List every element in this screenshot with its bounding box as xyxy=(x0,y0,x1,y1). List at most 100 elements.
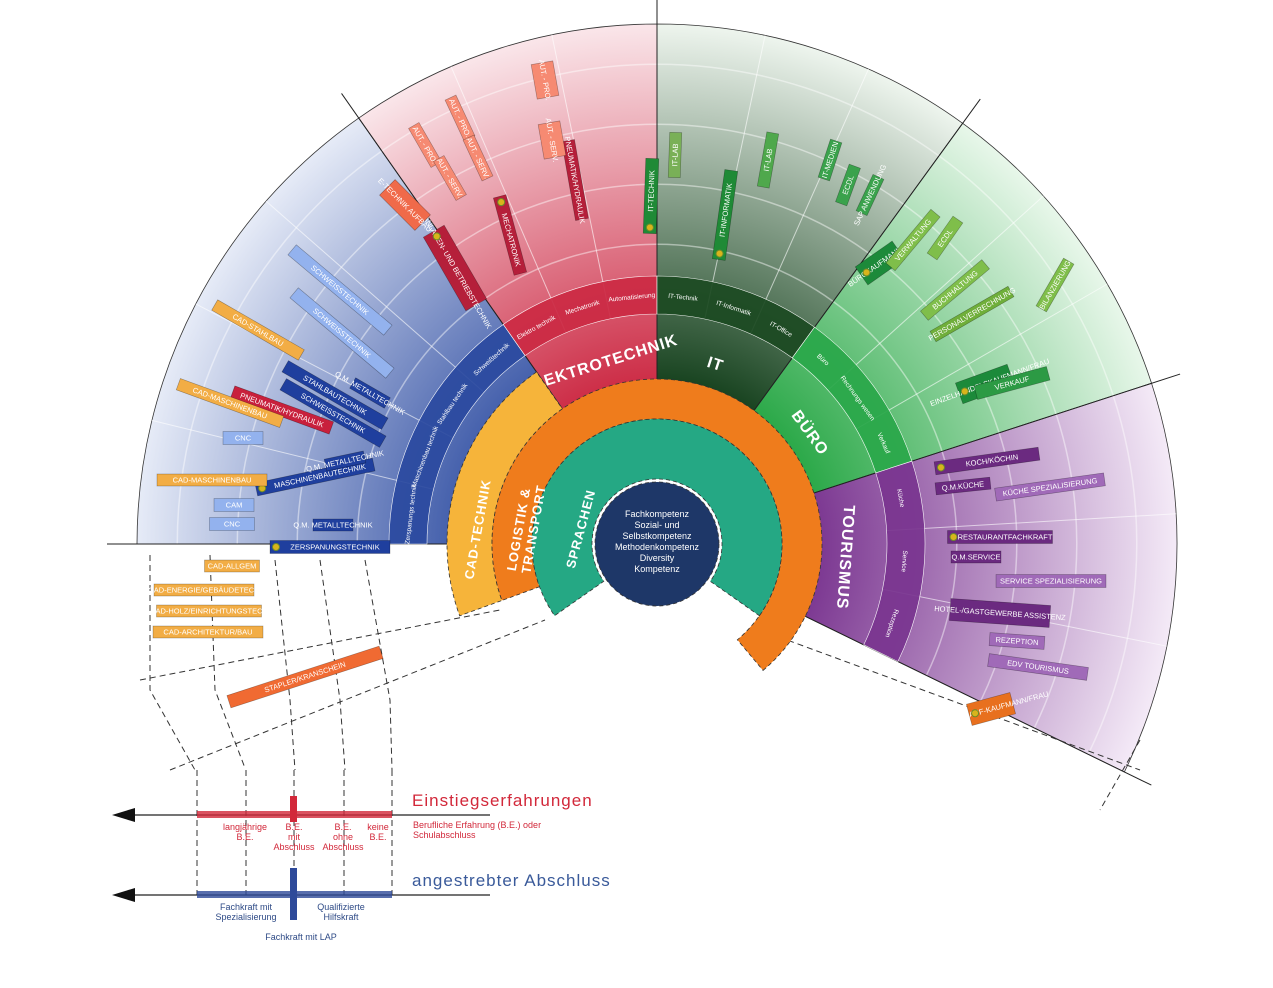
tourismus-course-7: REZEPTION xyxy=(988,632,1046,650)
medal-icon xyxy=(949,533,958,541)
metall-course-8-box xyxy=(287,244,393,336)
it-course-4-box xyxy=(817,138,843,182)
metall-course-13: CAD-MASCHINENBAU xyxy=(156,473,268,487)
metall-course-10-box xyxy=(222,431,264,445)
elektro-course-3-box xyxy=(379,179,431,231)
medal-icon xyxy=(272,543,280,551)
metall-course-11-box xyxy=(213,498,255,512)
guide-line xyxy=(759,629,1141,771)
metall-course-6-box xyxy=(279,378,387,448)
tourismus-course-7-box xyxy=(988,632,1046,650)
tourismus-course-4: Q.M.SERVICE xyxy=(950,550,1002,564)
sub-divider xyxy=(265,200,485,393)
sector-boundary xyxy=(773,600,1152,786)
metall-course-10: CNC xyxy=(222,431,264,445)
subring-tourismus xyxy=(863,460,926,662)
tourismus-course-0: KOCH/KÖCHIN xyxy=(933,446,1041,476)
elektro-course-7-box xyxy=(462,134,494,182)
buero-course-4-box xyxy=(929,285,1015,343)
entry-tick: B.E. xyxy=(285,822,302,832)
core-text: Kompetenz xyxy=(634,564,680,574)
stapler-course: STAPLER/KRANSCHEIN xyxy=(226,645,384,709)
metall-course-2-box xyxy=(254,457,376,497)
tourismus-course-7-text: REZEPTION xyxy=(995,635,1038,647)
it-course-0-box xyxy=(642,157,660,235)
subsector-label: Küche xyxy=(895,488,905,508)
elektro-course-8: AUT. - PRO. xyxy=(530,59,560,101)
it-course-1-box xyxy=(667,131,683,179)
it-course-3-box xyxy=(756,131,780,189)
guide-line xyxy=(169,619,546,771)
elektro-course-9: AUT. - SERV. xyxy=(537,117,567,163)
entry-title: Einstiegserfahrungen xyxy=(412,791,593,810)
sub-divider xyxy=(827,195,1044,391)
sector-boundary xyxy=(780,373,1181,505)
metall-course-15-box xyxy=(211,299,305,361)
tourismus-course-6-box xyxy=(949,598,1051,628)
cad-course-2-box xyxy=(156,604,262,618)
subsector-label: Service xyxy=(900,550,909,572)
guide-line xyxy=(364,559,393,771)
tourismus-course-1-text: Q.M.KÜCHE xyxy=(941,479,984,492)
cad-course-3: CAD-ARCHITEKTUR/BAU xyxy=(152,625,264,639)
entry-tick: keine xyxy=(367,822,389,832)
elektro-course-0-box xyxy=(422,224,488,312)
it-course-5: ECDL xyxy=(835,163,861,207)
tourismus-course-5: SERVICE SPEZIALISIERUNG xyxy=(995,574,1107,588)
entry-desc: Berufliche Erfahrung (B.E.) oder xyxy=(413,820,541,830)
goal-tick: Qualifizierte xyxy=(317,902,365,912)
goal-tick: Hilfskraft xyxy=(323,912,359,922)
ring-sprachen xyxy=(531,418,783,617)
it-course-1: IT-LAB xyxy=(667,131,683,179)
core-text: Diversity xyxy=(640,553,675,563)
elektro-course-9-box xyxy=(537,120,567,160)
buero-orange-course-box xyxy=(966,692,1016,726)
metall-course-14-box xyxy=(175,378,285,428)
cad-course-0-text: CAD-ALLGEM xyxy=(208,562,257,571)
goal-arrow-icon xyxy=(112,888,135,902)
core-text: Sozial- und xyxy=(634,520,679,530)
goal-tick: Fachkraft mit xyxy=(220,902,273,912)
cad-course-0: CAD-ALLGEM xyxy=(204,559,260,573)
entry-desc: Schulabschluss xyxy=(413,830,476,840)
buero-course-5-box xyxy=(1035,257,1075,313)
cad-course-1-text: CAD-ENERGIE/GEBÄUDETECH xyxy=(148,586,259,595)
entry-tick: B.E. xyxy=(334,822,351,832)
core-circle xyxy=(594,481,720,607)
medal-icon xyxy=(960,387,969,396)
it-course-3-text: IT-LAB xyxy=(762,148,775,172)
it-course-2: IT-INFORMATIK xyxy=(711,169,739,261)
cad-course-3-text: CAD-ARCHITEKTUR/BAU xyxy=(163,628,252,637)
guide-line xyxy=(139,609,501,681)
tourismus-course-6: HOTEL-/GASTGEWERBE ASSISTENZ xyxy=(934,598,1066,628)
metall-course-11: CAM xyxy=(213,498,255,512)
metall-course-12-box xyxy=(209,517,255,531)
entry-tick: mit xyxy=(288,832,300,842)
metall-course-4-box xyxy=(281,360,389,430)
medal-icon xyxy=(862,268,871,277)
medal-icon xyxy=(497,198,506,207)
buero-course-2-box xyxy=(926,215,964,261)
tourismus-course-1-box xyxy=(934,476,992,496)
sub-divider xyxy=(855,283,1108,430)
core-text: Fachkompetenz xyxy=(625,509,690,519)
it-course-6-box xyxy=(855,173,885,217)
medal-icon xyxy=(432,232,441,241)
subring-buero xyxy=(791,326,913,474)
metall-course-7-box xyxy=(289,287,395,379)
tourismus-course-5-text: SERVICE SPEZIALISIERUNG xyxy=(1000,577,1102,586)
sector-label-it: IT xyxy=(705,354,726,375)
core-text: Selbstkompetenz xyxy=(622,531,692,541)
goal-bar-mark xyxy=(290,868,297,920)
guide-line xyxy=(274,559,296,771)
guide-line xyxy=(149,555,196,771)
elektro-course-2-box xyxy=(561,139,589,221)
entry-tick: Abschluss xyxy=(322,842,364,852)
it-course-0: IT-TECHNIK xyxy=(642,157,660,235)
metall-course-0-text: ZERSPANUNGSTECHNIK xyxy=(290,543,379,552)
metall-course-12-text: CNC xyxy=(224,520,241,529)
it-course-0-text: IT-TECHNIK xyxy=(646,170,656,212)
cad-course-1-box xyxy=(153,583,255,597)
